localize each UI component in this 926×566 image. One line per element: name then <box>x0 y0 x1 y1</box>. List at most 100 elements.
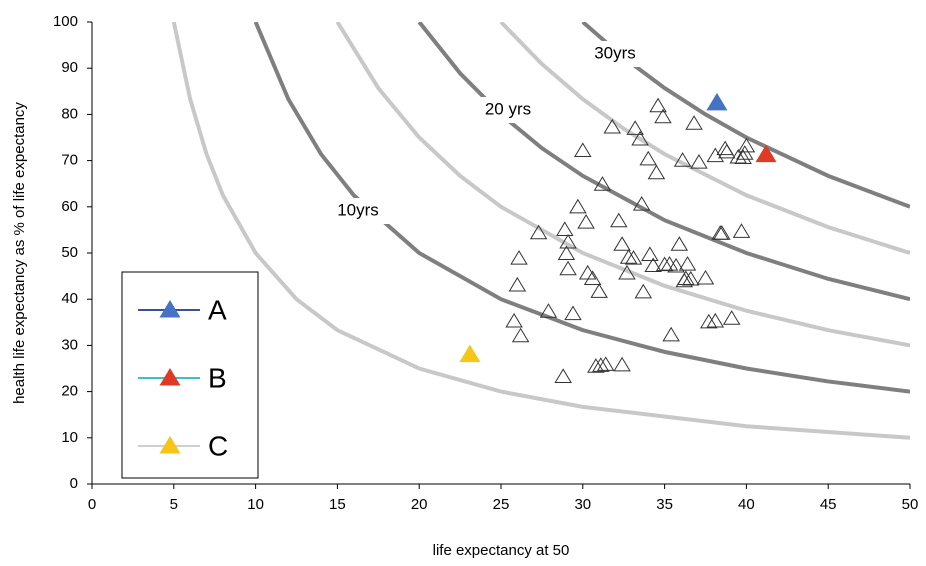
point <box>734 149 752 164</box>
legend-label: B <box>208 362 227 393</box>
point <box>592 357 610 372</box>
highlight-point <box>459 344 481 363</box>
point <box>559 260 577 276</box>
y-tick-label: 20 <box>61 383 78 400</box>
curve-label: 30yrs <box>594 43 636 62</box>
point <box>696 269 715 285</box>
legend-label: C <box>208 430 228 461</box>
curve-label: 10yrs <box>337 200 379 219</box>
point <box>613 356 631 372</box>
point <box>564 305 582 321</box>
x-tick-label: 40 <box>738 496 755 513</box>
point <box>673 152 692 167</box>
point <box>678 256 697 271</box>
point <box>649 97 667 113</box>
x-tick-label: 10 <box>247 496 264 513</box>
point <box>737 137 756 153</box>
point <box>510 250 528 265</box>
curve-label-bg <box>584 41 646 67</box>
iso-curve <box>499 22 910 255</box>
x-tick-label: 50 <box>902 496 919 513</box>
point <box>529 224 548 240</box>
curve-label: 20 yrs <box>485 99 531 118</box>
iso-curve <box>253 22 910 394</box>
legend-marker <box>159 368 181 386</box>
iso-curve <box>335 22 910 348</box>
highlight-point <box>706 92 728 111</box>
x-tick-label: 45 <box>820 496 837 513</box>
y-tick-label: 80 <box>61 105 78 122</box>
point <box>619 249 638 264</box>
point <box>583 270 602 285</box>
point <box>505 312 523 328</box>
point <box>539 303 558 318</box>
point <box>682 270 700 286</box>
point <box>569 198 587 214</box>
point <box>641 246 659 261</box>
y-tick-label: 100 <box>53 13 78 30</box>
curve-label-bg <box>473 97 543 123</box>
point <box>667 257 685 273</box>
point <box>690 153 708 169</box>
iso-curve <box>171 22 910 440</box>
point <box>647 164 666 180</box>
point <box>736 145 754 160</box>
point <box>654 108 672 124</box>
x-tick-label: 35 <box>656 496 673 513</box>
point <box>662 326 680 342</box>
x-tick-label: 20 <box>411 496 428 513</box>
highlight-point <box>755 144 777 163</box>
point <box>511 327 530 343</box>
point <box>593 176 612 191</box>
y-tick-label: 90 <box>61 59 78 76</box>
point <box>577 214 595 229</box>
point <box>508 276 527 292</box>
point <box>554 368 572 383</box>
point <box>613 236 631 251</box>
legend-marker <box>159 300 181 318</box>
point <box>700 313 718 329</box>
x-tick-label: 30 <box>574 496 591 513</box>
point <box>685 115 703 130</box>
x-tick-label: 0 <box>88 496 96 513</box>
y-tick-label: 30 <box>61 336 78 353</box>
x-tick-label: 15 <box>329 496 346 513</box>
point <box>590 283 608 298</box>
x-tick-label: 5 <box>170 496 178 513</box>
point <box>610 212 628 228</box>
legend-marker <box>159 436 181 454</box>
y-tick-label: 0 <box>70 475 78 492</box>
point <box>618 264 636 280</box>
point <box>634 283 653 299</box>
point <box>559 233 577 249</box>
y-tick-label: 60 <box>61 198 78 215</box>
point <box>732 223 751 238</box>
point <box>603 118 622 134</box>
y-tick-label: 50 <box>61 244 78 261</box>
point <box>670 236 689 251</box>
curve-label-bg <box>327 198 389 224</box>
point <box>706 312 725 328</box>
legend <box>121 271 259 479</box>
point <box>626 120 644 135</box>
point <box>587 358 605 373</box>
point <box>644 257 662 273</box>
point <box>596 356 615 371</box>
iso-curve <box>417 22 910 302</box>
point <box>632 196 651 211</box>
point <box>556 221 574 237</box>
point <box>639 150 657 166</box>
y-tick-label: 10 <box>61 429 78 446</box>
y-tick-label: 70 <box>61 152 78 169</box>
point <box>574 142 592 158</box>
point <box>713 225 731 240</box>
x-tick-label: 25 <box>493 496 510 513</box>
y-axis-title: health life expectancy as % of life expe… <box>11 102 28 404</box>
x-axis-title: life expectancy at 50 <box>433 542 570 559</box>
point <box>631 130 649 146</box>
point <box>718 143 736 159</box>
legend-label: A <box>208 294 227 325</box>
y-tick-label: 40 <box>61 290 78 307</box>
point <box>557 245 576 261</box>
